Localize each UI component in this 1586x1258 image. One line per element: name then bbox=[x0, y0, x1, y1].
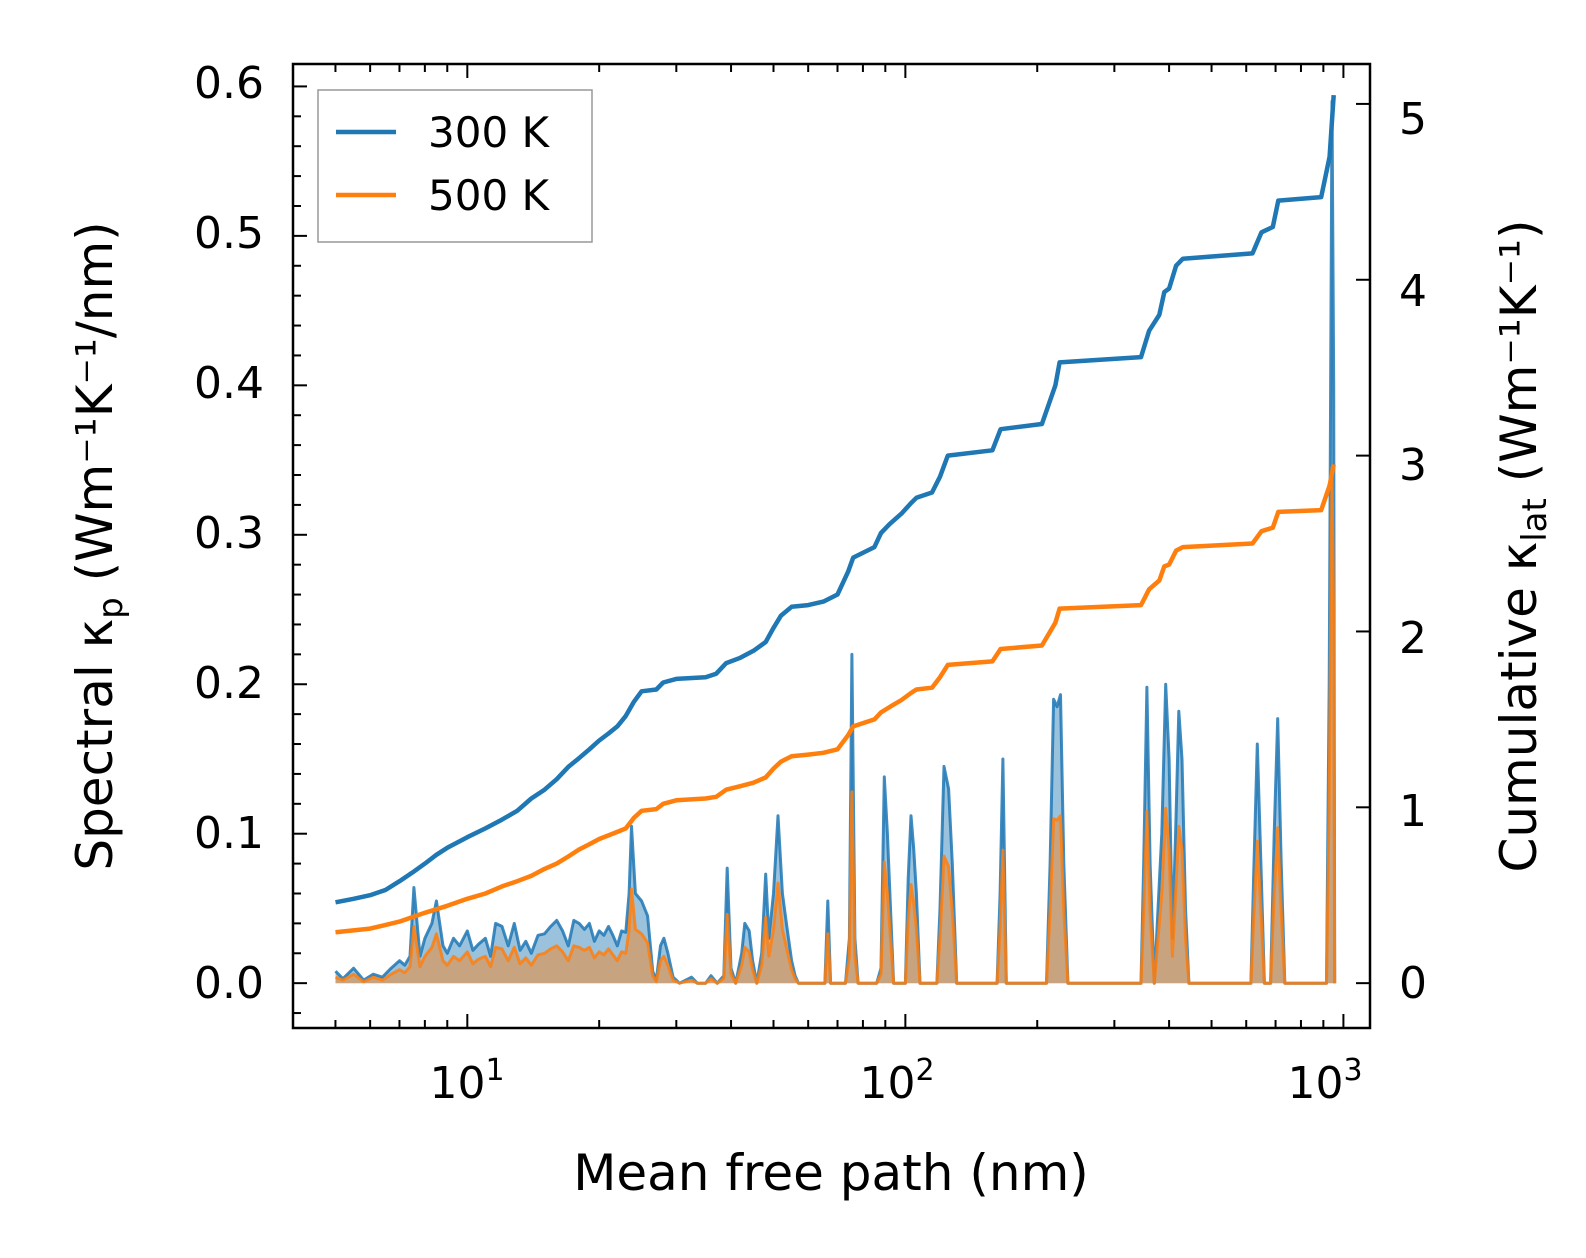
y-axis-label-left: Spectral κp (Wm⁻¹K⁻¹/nm) bbox=[66, 221, 131, 870]
x-tick-label: 102 bbox=[859, 1053, 934, 1109]
spectral-line-500k bbox=[334, 466, 1337, 985]
y-tick-label-left: 0.1 bbox=[194, 808, 264, 859]
y-tick-label-left: 0.2 bbox=[194, 658, 264, 709]
y-tick-label-left: 0.4 bbox=[194, 358, 264, 409]
legend-label-500k: 500 K bbox=[428, 171, 551, 220]
y-tick-label-right: 1 bbox=[1399, 786, 1427, 837]
cumulative-line-500k bbox=[335, 463, 1336, 935]
x-tick-label: 103 bbox=[1287, 1053, 1362, 1109]
y-tick-label-right: 5 bbox=[1399, 94, 1427, 145]
x-tick-labels: 101 102 103 bbox=[429, 1053, 1362, 1109]
spectral-layer bbox=[334, 99, 1337, 985]
plot-frame bbox=[291, 62, 1372, 1030]
y-tick-label-right: 0 bbox=[1399, 958, 1427, 1009]
y-tick-label-left: 0.6 bbox=[194, 58, 264, 109]
y-tick-label-left: 0.0 bbox=[194, 958, 264, 1009]
legend-box bbox=[317, 89, 593, 243]
y-tick-label-left: 0.5 bbox=[194, 208, 264, 259]
y-tick-labels-right: 0 1 2 3 4 5 bbox=[1399, 94, 1427, 1009]
legend: 300 K 500 K bbox=[317, 89, 593, 243]
y-tick-label-right: 2 bbox=[1399, 613, 1427, 664]
y-axis-label-right: Cumulative κlat (Wm⁻¹K⁻¹) bbox=[1490, 219, 1555, 872]
x-axis-label: Mean free path (nm) bbox=[573, 1144, 1089, 1202]
ticks-layer bbox=[292, 64, 1370, 1028]
y-tick-label-left: 0.3 bbox=[194, 508, 264, 559]
cumulative-line-300k bbox=[335, 94, 1336, 905]
y-tick-label-right: 4 bbox=[1399, 266, 1427, 317]
y-tick-label-right: 3 bbox=[1399, 440, 1427, 491]
cumulative-layer bbox=[335, 94, 1336, 935]
x-tick-label: 101 bbox=[429, 1053, 504, 1109]
y-tick-labels-left: 0.0 0.1 0.2 0.3 0.4 0.5 0.6 bbox=[194, 58, 264, 1009]
legend-label-300k: 300 K bbox=[428, 108, 551, 157]
